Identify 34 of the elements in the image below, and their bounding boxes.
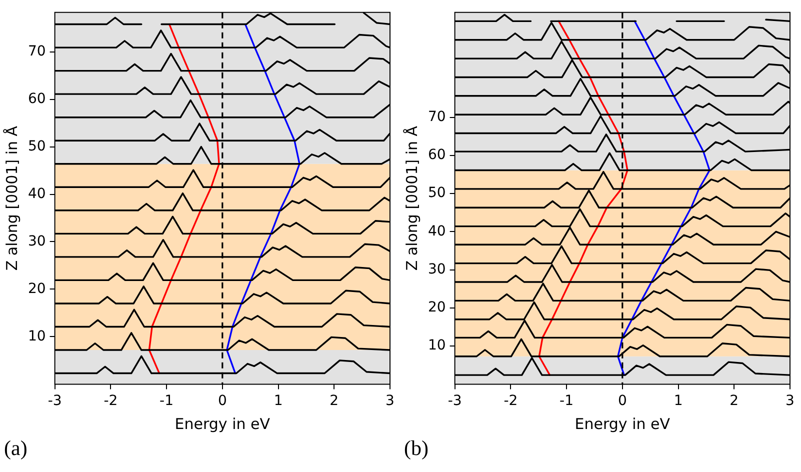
x-tick-label: 1 bbox=[274, 393, 283, 410]
x-tick-label: -2 bbox=[504, 393, 518, 410]
x-tick-label: -1 bbox=[560, 393, 574, 410]
y-tick-label: 70 bbox=[28, 43, 46, 60]
y-tick-label: 30 bbox=[28, 233, 46, 250]
y-tick-label: 50 bbox=[28, 138, 46, 154]
y-tick-label: 40 bbox=[28, 186, 46, 202]
x-tick-label: 0 bbox=[218, 393, 227, 410]
y-tick-label: 20 bbox=[428, 300, 446, 316]
x-tick-label: 1 bbox=[674, 393, 683, 410]
y-tick-label: 40 bbox=[428, 223, 446, 240]
x-tick-label: -1 bbox=[160, 393, 174, 410]
x-tick-label: -3 bbox=[448, 393, 462, 410]
y-axis-title: Z along [0001] in Å bbox=[2, 125, 21, 271]
x-tick-label: 2 bbox=[730, 393, 739, 410]
y-tick-label: 30 bbox=[428, 261, 446, 278]
x-tick-label: 3 bbox=[786, 393, 794, 410]
x-axis-title: Energy in eV bbox=[574, 414, 671, 433]
x-axis-title: Energy in eV bbox=[174, 414, 271, 433]
text: (a) bbox=[4, 436, 28, 461]
y-tick-label: 10 bbox=[28, 328, 46, 344]
x-tick-label: 2 bbox=[330, 393, 339, 410]
x-tick-label: 3 bbox=[386, 393, 394, 410]
y-axis-title: Z along [0001] in Å bbox=[402, 125, 421, 271]
text: (b) bbox=[404, 436, 428, 461]
y-tick-label: 60 bbox=[428, 147, 446, 164]
x-tick-label: -2 bbox=[104, 393, 118, 410]
y-tick-label: 50 bbox=[428, 185, 446, 202]
y-tick-label: 10 bbox=[428, 338, 446, 354]
y-tick-label: 60 bbox=[28, 90, 46, 107]
x-tick-label: 0 bbox=[618, 393, 627, 410]
y-tick-label: 20 bbox=[28, 280, 46, 297]
x-tick-label: -3 bbox=[48, 393, 62, 410]
y-tick-label: 70 bbox=[428, 108, 446, 125]
